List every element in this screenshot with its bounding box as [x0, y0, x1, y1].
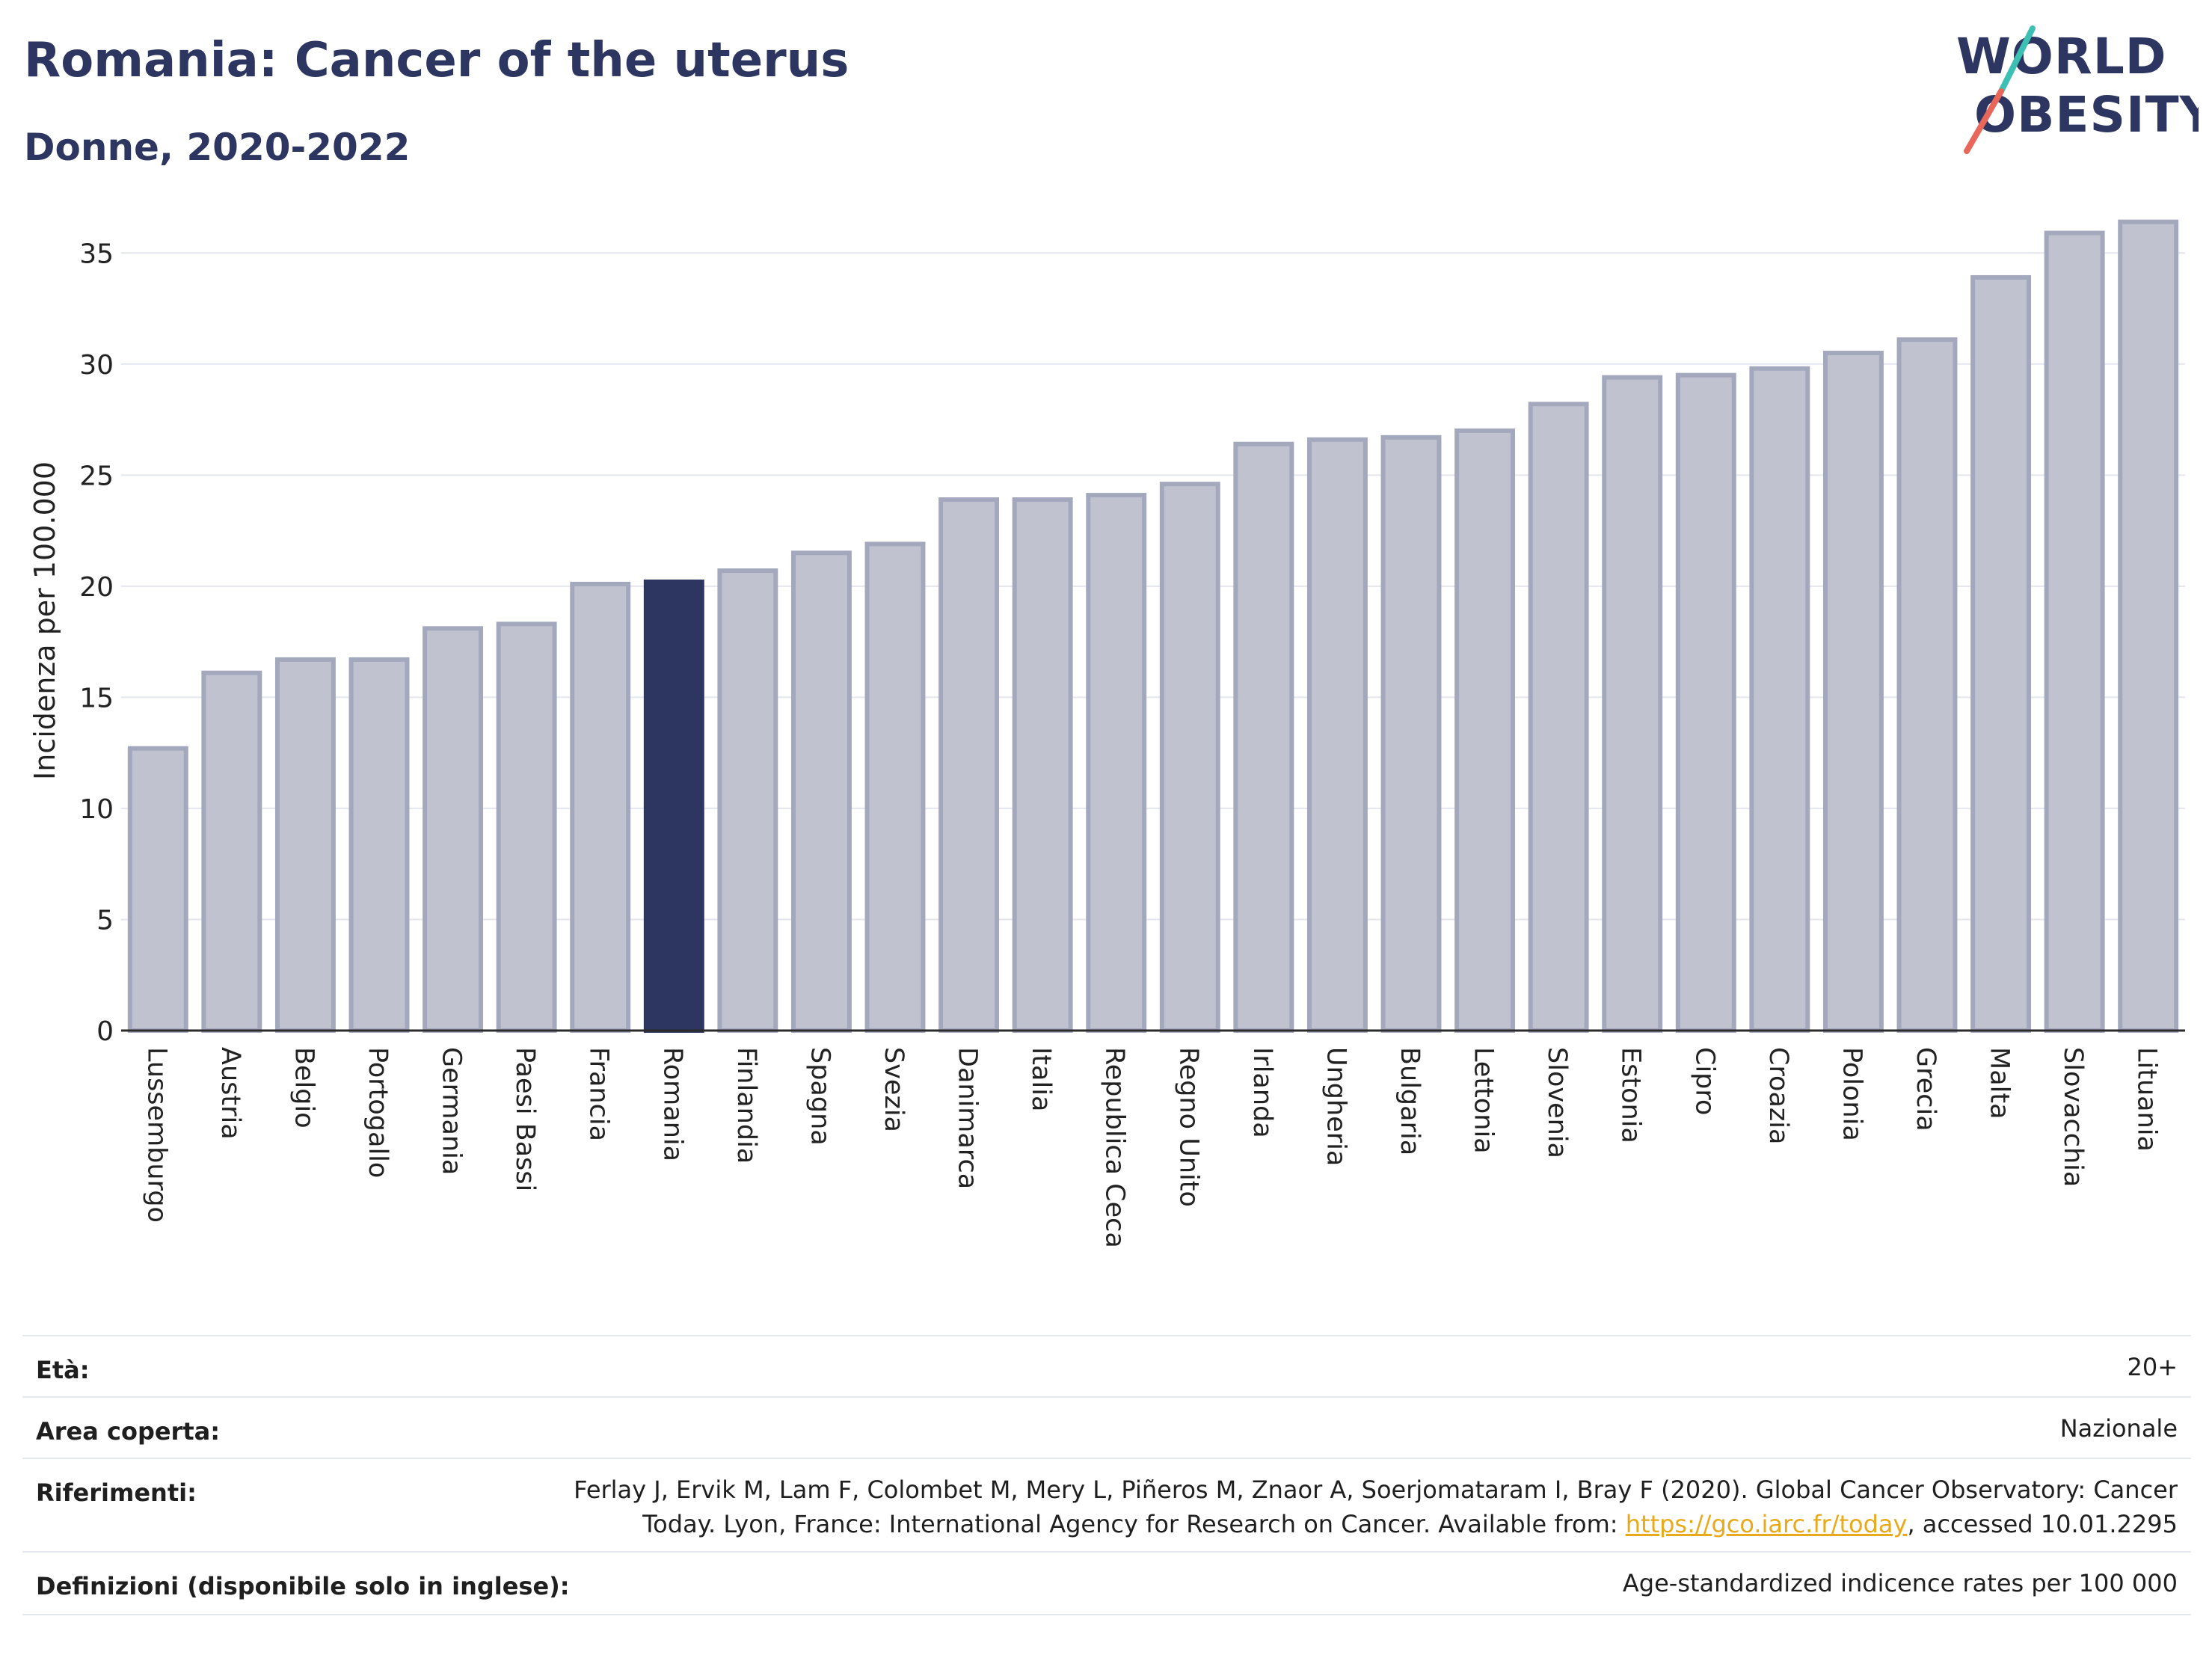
references-line2: Today. Lyon, France: International Agenc…	[574, 1507, 2178, 1541]
bar-grecia	[1896, 337, 1958, 1033]
bar-malta	[1970, 274, 2032, 1034]
bar-portogallo	[348, 657, 410, 1033]
x-tick-label: Polonia	[1837, 1047, 1867, 1141]
x-tick-label: Bulgaria	[1395, 1047, 1425, 1155]
x-tick-label: Svezia	[879, 1047, 909, 1132]
x-tick-label: Croazia	[1763, 1047, 1793, 1144]
info-label-area: Area coperta:	[36, 1417, 221, 1446]
x-tick-label: Lettonia	[1469, 1047, 1499, 1154]
bar-belgio	[274, 657, 336, 1033]
y-tick-label: 0	[96, 1016, 114, 1047]
x-tick-label: Germania	[437, 1047, 467, 1175]
bar-irlanda	[1233, 441, 1294, 1033]
bar-spagna	[790, 550, 852, 1033]
x-tick-label: Belgio	[289, 1047, 319, 1129]
references-line1: Ferlay J, Ervik M, Lam F, Colombet M, Me…	[574, 1476, 2178, 1504]
y-tick-label: 20	[79, 572, 114, 603]
logo-line1: WORLD	[1956, 28, 2167, 85]
world-obesity-logo: WORLD OBESITY	[1956, 25, 2199, 154]
bar-estonia	[1602, 375, 1663, 1033]
x-tick-label: Italia	[1026, 1047, 1056, 1111]
bar-polonia	[1822, 350, 1884, 1033]
bar-lituania	[2118, 219, 2179, 1033]
info-value-definitions: Age-standardized indicence rates per 100…	[1622, 1569, 2178, 1597]
x-tick-label: Romania	[657, 1047, 687, 1161]
info-row-age: Età: 20+	[22, 1335, 2191, 1398]
bar-austria	[201, 670, 262, 1033]
x-tick-label: Cipro	[1689, 1047, 1719, 1115]
bar-lettonia	[1454, 428, 1516, 1033]
info-label-age: Età:	[36, 1356, 90, 1384]
bar-svezia	[864, 541, 926, 1033]
x-tick-label: Republica Ceca	[1100, 1047, 1130, 1248]
logo-line2: OBESITY	[1974, 86, 2199, 144]
bar-danimarca	[938, 497, 1000, 1033]
x-tick-label: Ungheria	[1321, 1047, 1351, 1166]
x-tick-label: Paesi Bassi	[510, 1047, 540, 1191]
y-tick-label: 25	[79, 461, 114, 491]
bar-romania	[643, 579, 704, 1033]
info-row-area: Area coperta: Nazionale	[22, 1396, 2191, 1459]
bar-slovenia	[1528, 402, 1589, 1033]
x-tick-label: Lituania	[2132, 1047, 2162, 1152]
bar-germania	[423, 626, 484, 1033]
references-accessed: , accessed 10.01.2295	[1907, 1510, 2178, 1538]
y-tick-label: 35	[79, 239, 114, 269]
logo-slash-top	[1998, 25, 2036, 94]
references-link[interactable]: https://gco.iarc.fr/today	[1625, 1510, 1908, 1538]
x-tick-label: Slovacchia	[2058, 1047, 2088, 1187]
info-row-references: Riferimenti: Ferlay J, Ervik M, Lam F, C…	[22, 1458, 2191, 1553]
x-tick-label: Finlandia	[731, 1047, 761, 1164]
y-tick-label: 30	[79, 350, 114, 381]
y-tick-label: 5	[96, 905, 114, 936]
info-table: Età: 20+ Area coperta: Nazionale Riferim…	[22, 1335, 2191, 1619]
logo-slash-bottom	[1964, 88, 2004, 154]
x-tick-label: Spagna	[805, 1047, 835, 1146]
bar-cipro	[1675, 372, 1736, 1033]
info-label-references: Riferimenti:	[36, 1479, 197, 1507]
bar-paesi-bassi	[496, 621, 557, 1033]
info-value-age: 20+	[2127, 1353, 2178, 1381]
x-tick-label: Grecia	[1911, 1047, 1941, 1132]
bar-slovacchia	[2044, 230, 2105, 1034]
info-row-definitions: Definizioni (disponibile solo in inglese…	[22, 1551, 2191, 1615]
info-label-definitions: Definizioni (disponibile solo in inglese…	[36, 1572, 570, 1600]
axes: 0 5 10 15 20 25 30 35 Lussemburgo Austria Belgio Po…	[79, 239, 2185, 1248]
x-tick-label: Danimarca	[953, 1047, 983, 1189]
bar-ungheria	[1306, 437, 1368, 1033]
chart-title: Romania: Cancer of the uterus	[24, 33, 850, 88]
x-tick-label: Slovenia	[1542, 1047, 1572, 1158]
y-tick-label: 15	[79, 683, 114, 713]
bar-bulgaria	[1380, 435, 1442, 1033]
bar-regno-unito	[1159, 482, 1220, 1033]
references-text: Today. Lyon, France: International Agenc…	[642, 1510, 1626, 1538]
info-value-references: Ferlay J, Ervik M, Lam F, Colombet M, Me…	[574, 1473, 2178, 1541]
y-tick-label: 10	[79, 794, 114, 825]
x-tick-label: Regno Unito	[1173, 1047, 1203, 1207]
x-tick-label: Irlanda	[1247, 1047, 1277, 1138]
x-tick-label: Lussemburgo	[141, 1047, 171, 1223]
bar-republica-ceca	[1086, 493, 1147, 1033]
x-tick-label: Estonia	[1616, 1047, 1646, 1143]
x-tick-label: Austria	[215, 1047, 245, 1140]
chart-subtitle: Donne, 2020-2022	[24, 126, 411, 169]
y-axis-label: Incidenza per 100.000	[28, 461, 61, 780]
info-value-area: Nazionale	[2059, 1414, 2178, 1443]
bar-lussemburgo	[127, 746, 188, 1033]
x-tick-label: Malta	[1985, 1047, 2015, 1120]
x-tick-label: Portogallo	[363, 1047, 393, 1178]
bar-finlandia	[717, 568, 778, 1033]
x-tick-label: Francia	[584, 1047, 614, 1141]
bar-croazia	[1749, 366, 1810, 1033]
bars	[127, 219, 2179, 1034]
bar-francia	[570, 581, 631, 1033]
bar-chart: 0 5 10 15 20 25 30 35 Lussemburgo Austria Belgio Po…	[28, 219, 2185, 1248]
bar-italia	[1012, 497, 1073, 1033]
